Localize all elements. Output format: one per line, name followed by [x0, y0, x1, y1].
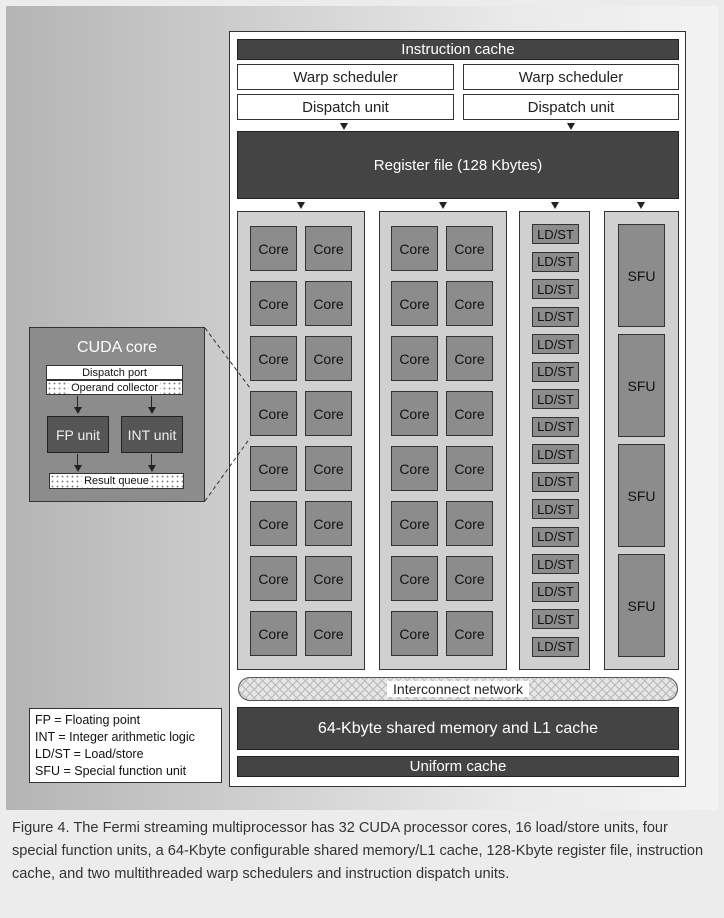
cuda-core-unit: Core	[305, 226, 352, 271]
cuda-core-unit: Core	[391, 556, 438, 601]
instruction-cache: Instruction cache	[237, 39, 679, 60]
ldst-unit: LD/ST	[532, 279, 579, 299]
cuda-core-unit: Core	[446, 226, 493, 271]
cuda-core-unit: Core	[391, 226, 438, 271]
cuda-core-unit: Core	[391, 501, 438, 546]
ldst-unit: LD/ST	[532, 581, 579, 602]
cuda-core-unit: Core	[250, 336, 297, 381]
legend: FP = Floating point INT = Integer arithm…	[29, 708, 222, 783]
legend-item: FP = Floating point	[35, 713, 141, 727]
result-queue: Result queue	[49, 473, 184, 489]
legend-item: LD/ST = Load/store	[35, 747, 144, 761]
ldst-unit: LD/ST	[532, 444, 579, 464]
ldst-unit: LD/ST	[532, 471, 579, 492]
operand-collector: Operand collector	[46, 380, 183, 395]
zoom-line-bottom	[204, 437, 251, 502]
cuda-core-unit: Core	[305, 391, 352, 436]
cuda-core-unit: Core	[391, 336, 438, 381]
sfu-unit: SFU	[618, 444, 665, 547]
cuda-core-unit: Core	[250, 501, 297, 546]
arrow-down-icon	[637, 202, 645, 209]
cuda-core-inset	[29, 327, 205, 502]
ldst-unit: LD/ST	[532, 609, 579, 629]
ldst-unit: LD/ST	[532, 636, 579, 657]
cuda-core-unit: Core	[305, 336, 352, 381]
arrow-line	[77, 396, 78, 408]
ldst-unit: LD/ST	[532, 306, 579, 327]
cuda-core-unit: Core	[305, 556, 352, 601]
arrow-down-icon	[551, 202, 559, 209]
cuda-core-unit: Core	[391, 281, 438, 326]
int-unit: INT unit	[121, 416, 183, 453]
arrow-down-icon	[297, 202, 305, 209]
cuda-core-unit: Core	[391, 611, 438, 656]
cuda-core-unit: Core	[446, 611, 493, 656]
figure-caption: Figure 4. The Fermi streaming multiproce…	[12, 820, 704, 882]
dispatch-port: Dispatch port	[46, 365, 183, 380]
cuda-core-unit: Core	[446, 446, 493, 491]
ldst-unit: LD/ST	[532, 499, 579, 519]
sfu-unit: SFU	[618, 334, 665, 437]
cuda-core-title: CUDA core	[76, 339, 158, 356]
ldst-unit: LD/ST	[532, 554, 579, 574]
cuda-core-unit: Core	[446, 336, 493, 381]
cuda-core-unit: Core	[305, 611, 352, 656]
register-file: Register file (128 Kbytes)	[237, 131, 679, 199]
arrow-down-icon	[148, 465, 156, 472]
shared-memory-l1-cache: 64-Kbyte shared memory and L1 cache	[237, 707, 679, 750]
arrow-line	[151, 396, 152, 408]
legend-item: SFU = Special function unit	[35, 764, 187, 778]
cuda-core-unit: Core	[305, 281, 352, 326]
result-queue-label: Result queue	[82, 475, 151, 487]
dispatch-unit-left: Dispatch unit	[237, 94, 454, 120]
ldst-unit: LD/ST	[532, 416, 579, 437]
sfu-unit: SFU	[618, 554, 665, 657]
arrow-down-icon	[74, 407, 82, 414]
cuda-core-unit: Core	[446, 501, 493, 546]
zoom-line-top	[204, 327, 251, 389]
warp-scheduler-left: Warp scheduler	[237, 64, 454, 90]
arrow-down-icon	[148, 407, 156, 414]
legend-item: INT = Integer arithmetic logic	[35, 730, 195, 744]
cuda-core-unit: Core	[250, 611, 297, 656]
arrow-down-icon	[340, 123, 348, 130]
cuda-core-unit: Core	[391, 391, 438, 436]
cuda-core-unit: Core	[446, 281, 493, 326]
ldst-unit: LD/ST	[532, 251, 579, 272]
arrow-down-icon	[439, 202, 447, 209]
arrow-down-icon	[74, 465, 82, 472]
warp-scheduler-right: Warp scheduler	[463, 64, 679, 90]
dispatch-unit-right: Dispatch unit	[463, 94, 679, 120]
sfu-unit: SFU	[618, 224, 665, 327]
interconnect-label: Interconnect network	[387, 681, 529, 697]
cuda-core-unit: Core	[250, 446, 297, 491]
arrow-line	[151, 454, 152, 466]
interconnect-network: Interconnect network	[238, 677, 678, 701]
arrow-line	[77, 454, 78, 466]
operand-collector-label: Operand collector	[69, 381, 160, 394]
cuda-core-unit: Core	[305, 446, 352, 491]
ldst-unit: LD/ST	[532, 224, 579, 244]
cuda-core-unit: Core	[250, 556, 297, 601]
cuda-core-unit: Core	[446, 391, 493, 436]
cuda-core-unit: Core	[250, 226, 297, 271]
cuda-core-unit: Core	[446, 556, 493, 601]
cuda-core-unit: Core	[250, 281, 297, 326]
uniform-cache: Uniform cache	[237, 756, 679, 777]
ldst-unit: LD/ST	[532, 334, 579, 354]
ldst-unit: LD/ST	[532, 389, 579, 409]
fp-unit: FP unit	[47, 416, 109, 453]
arrow-down-icon	[567, 123, 575, 130]
cuda-core-unit: Core	[250, 391, 297, 436]
ldst-unit: LD/ST	[532, 361, 579, 382]
ldst-unit: LD/ST	[532, 526, 579, 547]
cuda-core-unit: Core	[305, 501, 352, 546]
cuda-core-unit: Core	[391, 446, 438, 491]
